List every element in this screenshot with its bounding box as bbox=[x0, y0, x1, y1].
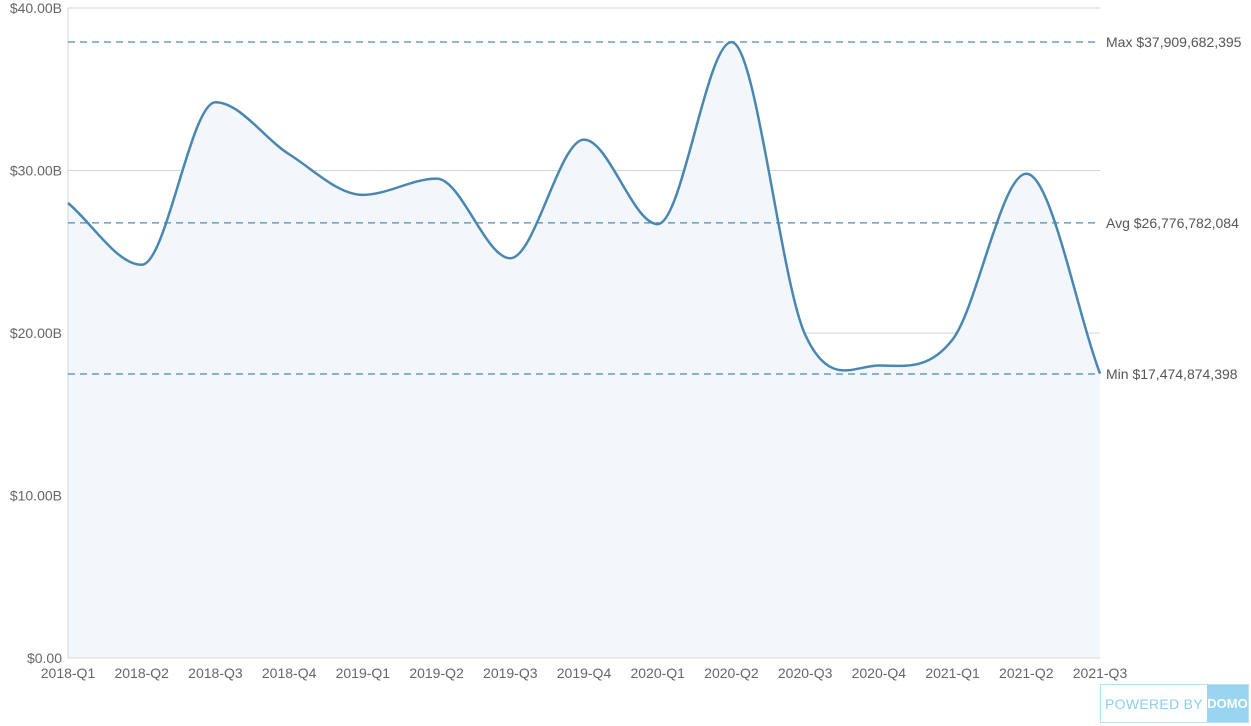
x-tick-label: 2019-Q2 bbox=[409, 665, 464, 681]
x-tick-label: 2020-Q1 bbox=[630, 665, 685, 681]
x-tick-label: 2019-Q1 bbox=[336, 665, 391, 681]
data-point bbox=[728, 39, 734, 45]
data-point bbox=[65, 200, 71, 206]
data-point bbox=[876, 363, 882, 369]
x-tick-label: 2018-Q3 bbox=[188, 665, 243, 681]
data-point bbox=[212, 99, 218, 105]
data-point bbox=[1097, 371, 1103, 377]
data-point bbox=[802, 332, 808, 338]
series-line bbox=[67, 40, 1102, 375]
x-tick-label: 2021-Q2 bbox=[999, 665, 1054, 681]
x-tick-label: 2019-Q3 bbox=[483, 665, 538, 681]
powered-by-text: POWERED BY bbox=[1105, 695, 1203, 712]
data-point bbox=[507, 255, 513, 261]
y-tick-label: $10.00B bbox=[10, 488, 62, 504]
series-area bbox=[68, 42, 1100, 658]
domo-logo: DOMO bbox=[1207, 685, 1248, 722]
y-tick-label: $30.00B bbox=[10, 163, 62, 179]
x-tick-label: 2018-Q2 bbox=[114, 665, 169, 681]
x-tick-label: 2021-Q1 bbox=[925, 665, 980, 681]
powered-by-badge[interactable]: POWERED BY DOMO bbox=[1100, 684, 1249, 723]
y-tick-label: $20.00B bbox=[10, 325, 62, 341]
x-tick-label: 2020-Q2 bbox=[704, 665, 759, 681]
data-point bbox=[1023, 171, 1029, 177]
data-point bbox=[139, 262, 145, 268]
x-tick-label: 2018-Q1 bbox=[41, 665, 96, 681]
data-point bbox=[360, 192, 366, 198]
reference-label-avg: Avg $26,776,782,084 bbox=[1106, 215, 1239, 231]
x-tick-label: 2021-Q3 bbox=[1073, 665, 1128, 681]
reference-label-max: Max $37,909,682,395 bbox=[1106, 34, 1242, 50]
reference-label-min: Min $17,474,874,398 bbox=[1106, 366, 1238, 382]
data-point bbox=[286, 151, 292, 157]
x-tick-label: 2018-Q4 bbox=[262, 665, 317, 681]
data-point bbox=[655, 221, 661, 227]
x-tick-label: 2020-Q3 bbox=[778, 665, 833, 681]
x-tick-label: 2019-Q4 bbox=[557, 665, 612, 681]
data-point bbox=[434, 176, 440, 182]
data-point bbox=[950, 337, 956, 343]
y-tick-label: $0.00 bbox=[27, 650, 62, 666]
area-chart: $0.00 $10.00B $20.00B $30.00B $40.00B Max $37… bbox=[10, 0, 1242, 681]
data-point bbox=[581, 137, 587, 143]
y-tick-label: $40.00B bbox=[10, 0, 62, 16]
x-tick-label: 2020-Q4 bbox=[852, 665, 907, 681]
